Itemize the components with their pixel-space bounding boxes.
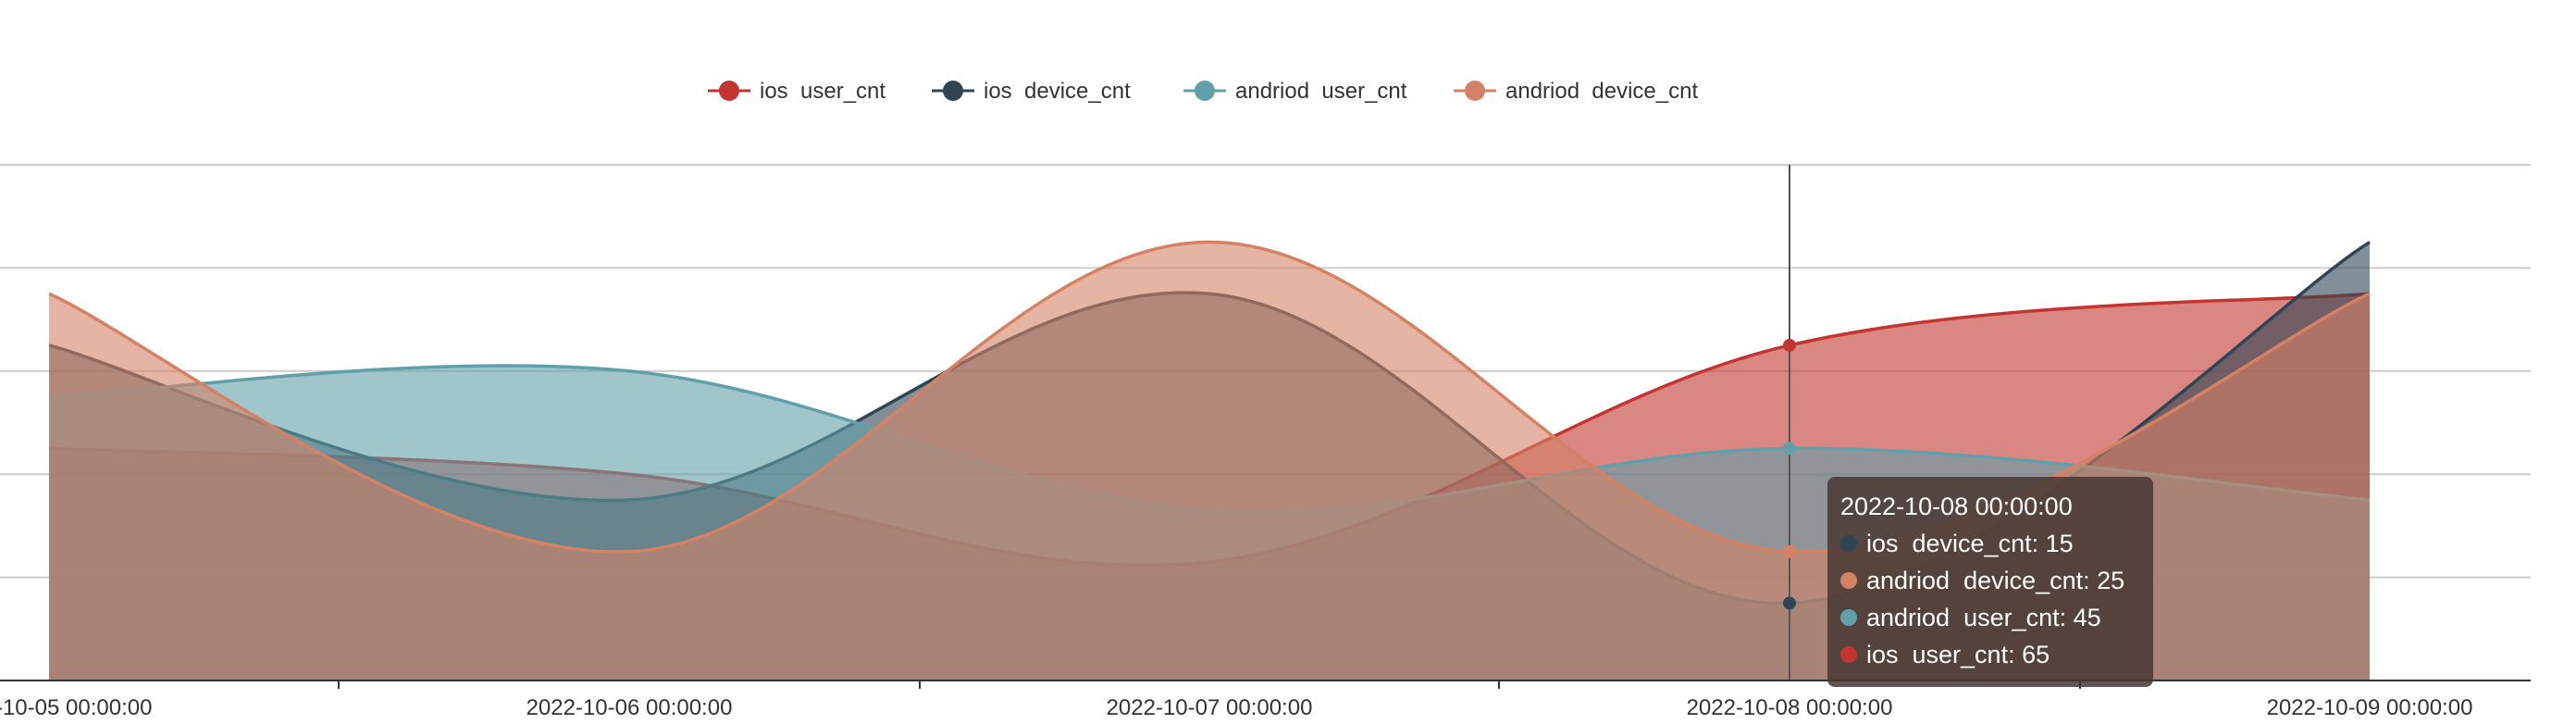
tooltip-row: andriod user_cnt: 45 <box>1840 599 2140 636</box>
x-tick-label: 2022-10-09 00:00:00 <box>2267 695 2473 720</box>
x-tick-label: 2022-10-05 00:00:00 <box>0 695 152 720</box>
data-point <box>1783 338 1796 352</box>
series-dot <box>1840 572 1857 589</box>
tooltip: 2022-10-08 00:00:00 ios device_cnt: 15 a… <box>1827 477 2153 687</box>
data-point <box>1783 596 1796 610</box>
legend-label[interactable]: ios user_cnt <box>760 79 886 104</box>
legend-marker <box>719 81 739 101</box>
x-tick-label: 2022-10-06 00:00:00 <box>526 695 733 720</box>
tooltip-title: 2022-10-08 00:00:00 <box>1840 493 2073 520</box>
x-tick-label: 2022-10-07 00:00:00 <box>1107 695 1313 720</box>
series-dot <box>1840 646 1857 663</box>
legend-marker <box>1195 81 1215 101</box>
legend-label[interactable]: ios device_cnt <box>984 79 1131 104</box>
data-point <box>1783 544 1796 558</box>
series-dot <box>1840 609 1857 626</box>
tooltip-row: andriod device_cnt: 25 <box>1840 562 2140 599</box>
tooltip-row: ios device_cnt: 15 <box>1840 525 2140 562</box>
tooltip-row: ios user_cnt: 65 <box>1840 636 2140 673</box>
data-point <box>1783 442 1796 456</box>
legend-marker <box>943 81 963 101</box>
legend-label[interactable]: andriod user_cnt <box>1235 79 1407 104</box>
x-tick-label: 2022-10-08 00:00:00 <box>1687 695 1893 720</box>
legend-label[interactable]: andriod device_cnt <box>1505 79 1698 104</box>
legend-marker <box>1465 81 1485 101</box>
series-dot <box>1840 535 1857 552</box>
